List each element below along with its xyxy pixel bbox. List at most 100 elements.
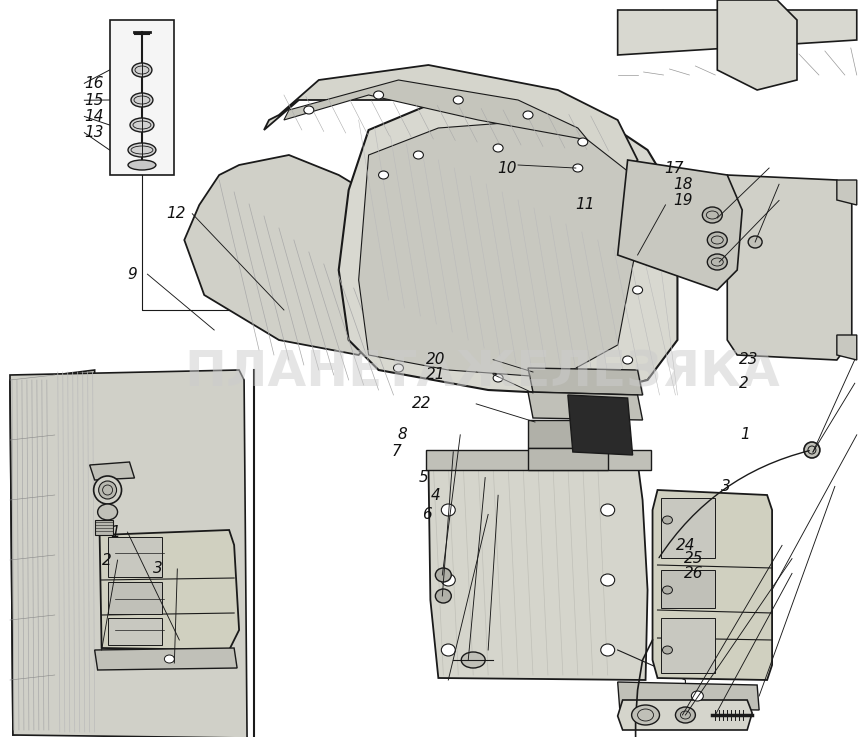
Polygon shape	[264, 65, 638, 175]
Bar	[528, 420, 607, 448]
Ellipse shape	[748, 236, 762, 248]
Polygon shape	[54, 370, 98, 735]
Text: 11: 11	[575, 198, 594, 212]
Text: 14: 14	[85, 109, 104, 124]
Text: 1: 1	[111, 525, 120, 539]
Ellipse shape	[393, 364, 403, 372]
Text: 21: 21	[426, 367, 446, 382]
Text: 7: 7	[391, 444, 402, 459]
Ellipse shape	[663, 646, 672, 654]
Ellipse shape	[461, 652, 486, 668]
Ellipse shape	[378, 171, 389, 179]
Polygon shape	[99, 530, 239, 650]
Polygon shape	[618, 682, 759, 710]
Ellipse shape	[600, 504, 614, 516]
Polygon shape	[284, 80, 588, 140]
Text: 12: 12	[166, 206, 186, 221]
Bar	[660, 570, 715, 608]
Text: 23: 23	[739, 352, 758, 367]
Text: 25: 25	[684, 551, 704, 566]
Polygon shape	[837, 180, 857, 205]
Ellipse shape	[663, 516, 672, 524]
Ellipse shape	[414, 151, 423, 159]
Bar	[528, 448, 607, 470]
Ellipse shape	[702, 207, 722, 223]
Polygon shape	[652, 490, 772, 680]
Polygon shape	[717, 0, 797, 90]
Ellipse shape	[493, 374, 503, 382]
Polygon shape	[10, 375, 58, 735]
Ellipse shape	[623, 356, 632, 364]
Ellipse shape	[708, 254, 727, 270]
Ellipse shape	[804, 442, 820, 458]
Ellipse shape	[523, 111, 533, 119]
Text: 10: 10	[498, 161, 517, 175]
Text: 9: 9	[127, 267, 137, 282]
Ellipse shape	[130, 118, 154, 132]
Ellipse shape	[131, 93, 153, 107]
Polygon shape	[568, 395, 632, 455]
Bar	[660, 498, 715, 558]
Text: 6: 6	[422, 507, 431, 522]
Ellipse shape	[632, 286, 643, 294]
Text: 17: 17	[664, 161, 684, 175]
Text: 8: 8	[397, 427, 408, 442]
Polygon shape	[95, 648, 237, 670]
Text: 22: 22	[411, 397, 431, 411]
Polygon shape	[339, 98, 677, 395]
Ellipse shape	[128, 160, 156, 170]
Ellipse shape	[600, 644, 614, 656]
Polygon shape	[184, 155, 409, 355]
Ellipse shape	[304, 106, 314, 114]
Ellipse shape	[708, 232, 727, 248]
Text: 4: 4	[430, 488, 440, 503]
Bar	[108, 582, 162, 614]
Ellipse shape	[442, 504, 455, 516]
Text: 24: 24	[676, 538, 696, 553]
Text: 5: 5	[419, 470, 429, 485]
Polygon shape	[359, 122, 638, 378]
Ellipse shape	[164, 655, 175, 663]
Ellipse shape	[442, 644, 455, 656]
Ellipse shape	[676, 707, 696, 723]
Bar	[95, 520, 112, 535]
Ellipse shape	[663, 586, 672, 594]
Text: 13: 13	[85, 125, 104, 140]
Text: 20: 20	[426, 352, 446, 367]
Polygon shape	[10, 370, 247, 737]
Text: 2: 2	[739, 376, 748, 391]
Text: 1: 1	[740, 427, 750, 442]
Ellipse shape	[583, 381, 593, 389]
Ellipse shape	[435, 589, 451, 603]
Text: 26: 26	[684, 566, 704, 581]
Ellipse shape	[373, 91, 384, 99]
Polygon shape	[727, 175, 852, 360]
Polygon shape	[618, 10, 857, 55]
Ellipse shape	[600, 574, 614, 586]
Polygon shape	[618, 160, 742, 290]
Polygon shape	[837, 335, 857, 360]
Bar	[108, 537, 162, 577]
Text: 15: 15	[85, 93, 104, 108]
Text: 3: 3	[153, 562, 163, 576]
Ellipse shape	[98, 481, 117, 499]
Text: 2: 2	[102, 553, 111, 567]
Polygon shape	[429, 460, 647, 680]
Ellipse shape	[691, 691, 703, 701]
Text: 16: 16	[85, 76, 104, 91]
Bar	[110, 20, 175, 175]
Ellipse shape	[442, 574, 455, 586]
Ellipse shape	[98, 504, 118, 520]
Bar	[660, 618, 715, 673]
Polygon shape	[618, 700, 753, 730]
Polygon shape	[528, 392, 643, 420]
Bar	[108, 618, 162, 645]
Text: 3: 3	[721, 479, 731, 494]
Ellipse shape	[132, 63, 152, 77]
Ellipse shape	[454, 96, 463, 104]
Polygon shape	[528, 368, 643, 395]
Ellipse shape	[573, 164, 583, 172]
Text: ПЛАНЕТАЖЕЛЕЗЯКА: ПЛАНЕТАЖЕЛЕЗЯКА	[184, 348, 780, 397]
Bar	[427, 450, 651, 470]
Text: 18: 18	[673, 177, 693, 192]
